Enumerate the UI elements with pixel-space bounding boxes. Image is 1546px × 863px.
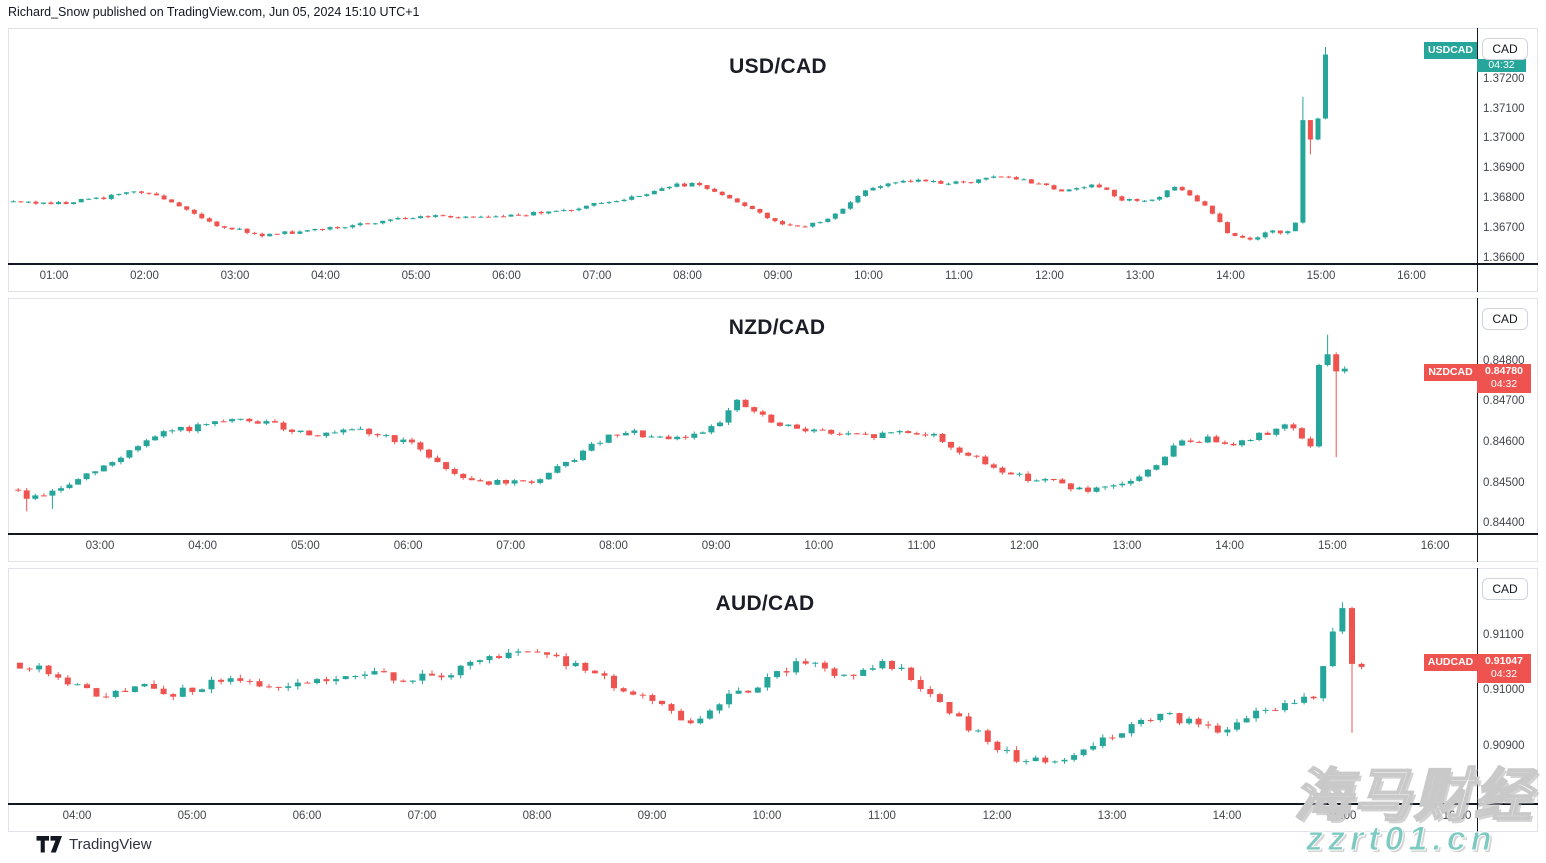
time-tick-nzdcad[interactable]: 06:00 [393, 540, 423, 552]
attribution-text: Richard_Snow published on TradingView.co… [8, 5, 420, 19]
time-tick-usdcad[interactable]: 04:00 [311, 270, 340, 282]
price-axis-line-usdcad [1477, 28, 1478, 292]
time-tick-usdcad[interactable]: 02:00 [130, 270, 159, 282]
time-tick-audcad[interactable]: 13:00 [1097, 810, 1127, 822]
time-tick-usdcad[interactable]: 09:00 [763, 270, 793, 282]
time-tick-nzdcad[interactable]: 04:00 [188, 540, 218, 552]
time-tick-usdcad[interactable]: 12:00 [1035, 270, 1064, 282]
bar-countdown: 04:32 [1490, 668, 1518, 680]
time-tick-audcad[interactable]: 04:00 [62, 810, 92, 822]
bar-countdown: 04:32 [1490, 378, 1518, 390]
time-tick-audcad[interactable]: 05:00 [177, 810, 207, 822]
price-tick-usdcad[interactable]: 1.37100 [1483, 102, 1525, 115]
currency-button-usdcad[interactable]: CAD [1482, 38, 1528, 60]
panel-title-usdcad: USD/CAD [729, 55, 827, 78]
time-tick-usdcad[interactable]: 03:00 [220, 270, 250, 282]
time-tick-audcad[interactable]: 10:00 [752, 810, 782, 822]
time-tick-nzdcad[interactable]: 09:00 [701, 540, 731, 552]
last-price-value: 0.91047 [1485, 655, 1523, 667]
panel-audcad [8, 568, 1538, 832]
price-axis-line-nzdcad [1477, 298, 1478, 562]
symbol-tag-usdcad: USDCAD [1424, 42, 1477, 59]
price-tick-usdcad[interactable]: 1.37200 [1483, 72, 1525, 85]
last-price-value: 0.84780 [1485, 365, 1523, 377]
time-tick-usdcad[interactable]: 07:00 [582, 270, 612, 282]
price-tick-usdcad[interactable]: 1.36600 [1483, 251, 1525, 264]
panel-usdcad [8, 28, 1538, 292]
price-tick-nzdcad[interactable]: 0.84800 [1483, 354, 1525, 367]
time-tick-usdcad[interactable]: 16:00 [1397, 270, 1426, 282]
currency-button-nzdcad[interactable]: CAD [1482, 308, 1528, 330]
price-axis-line-audcad [1477, 568, 1478, 832]
price-tick-audcad[interactable]: 0.91000 [1483, 684, 1525, 696]
price-tick-usdcad[interactable]: 1.36900 [1483, 162, 1525, 175]
bar-countdown-usdcad: 04:32 [1477, 59, 1526, 72]
time-axis-line-nzdcad [8, 533, 1538, 535]
panel-title-nzdcad: NZD/CAD [728, 316, 826, 339]
candlestick-plot-usdcad[interactable] [8, 28, 1477, 263]
time-axis-line-usdcad [8, 263, 1538, 265]
price-tick-usdcad[interactable]: 1.36800 [1483, 192, 1525, 204]
time-tick-audcad[interactable]: 06:00 [292, 810, 322, 822]
time-tick-usdcad[interactable]: 11:00 [945, 270, 973, 282]
price-tick-nzdcad[interactable]: 0.84700 [1483, 395, 1525, 408]
price-tick-usdcad[interactable]: 1.37000 [1483, 132, 1525, 145]
time-tick-nzdcad[interactable]: 10:00 [804, 540, 834, 552]
price-tick-nzdcad[interactable]: 0.84500 [1483, 476, 1525, 489]
time-tick-usdcad[interactable]: 05:00 [401, 270, 431, 282]
price-tick-nzdcad[interactable]: 0.84400 [1483, 517, 1525, 530]
candlestick-plot-audcad[interactable] [8, 568, 1477, 803]
time-tick-nzdcad[interactable]: 11:00 [907, 540, 936, 552]
candlestick-plot-nzdcad[interactable] [8, 298, 1477, 533]
time-tick-nzdcad[interactable]: 14:00 [1215, 540, 1245, 552]
footer-attribution: TradingView [36, 836, 152, 853]
panel-title-audcad: AUD/CAD [715, 592, 815, 615]
time-tick-nzdcad[interactable]: 15:00 [1318, 540, 1347, 552]
time-tick-audcad[interactable]: 14:00 [1212, 810, 1242, 822]
price-tick-usdcad[interactable]: 1.36700 [1483, 221, 1525, 234]
time-tick-audcad[interactable]: 15:00 [1327, 810, 1357, 822]
last-price-label-nzdcad: 0.84780 04:32 [1477, 364, 1531, 393]
last-price-label-audcad: 0.91047 04:32 [1477, 654, 1531, 683]
time-axis-line-audcad [8, 803, 1538, 805]
price-tick-nzdcad[interactable]: 0.84600 [1483, 436, 1525, 448]
tradingview-logo-icon[interactable] [36, 836, 63, 853]
time-tick-usdcad[interactable]: 15:00 [1306, 270, 1336, 282]
price-tick-audcad[interactable]: 0.91100 [1483, 628, 1524, 641]
time-tick-usdcad[interactable]: 06:00 [492, 270, 521, 282]
time-tick-audcad[interactable]: 11:00 [868, 810, 896, 822]
time-tick-usdcad[interactable]: 13:00 [1125, 270, 1155, 282]
time-tick-usdcad[interactable]: 08:00 [673, 270, 702, 282]
time-tick-nzdcad[interactable]: 05:00 [291, 540, 320, 552]
time-tick-usdcad[interactable]: 10:00 [854, 270, 883, 282]
time-tick-nzdcad[interactable]: 13:00 [1112, 540, 1142, 552]
price-tick-audcad[interactable]: 0.90900 [1483, 739, 1525, 752]
time-tick-nzdcad[interactable]: 08:00 [599, 540, 628, 552]
time-tick-nzdcad[interactable]: 12:00 [1009, 540, 1039, 552]
time-tick-audcad[interactable]: 12:00 [982, 810, 1012, 822]
time-tick-audcad[interactable]: 16:00 [1442, 810, 1472, 822]
symbol-tag-audcad: AUDCAD [1424, 654, 1477, 671]
time-tick-audcad[interactable]: 08:00 [522, 810, 552, 822]
symbol-tag-nzdcad: NZDCAD [1424, 364, 1477, 381]
panel-nzdcad [8, 298, 1538, 562]
time-tick-audcad[interactable]: 09:00 [637, 810, 667, 822]
time-tick-audcad[interactable]: 07:00 [407, 810, 437, 822]
time-tick-nzdcad[interactable]: 03:00 [85, 540, 115, 552]
tradingview-wordmark[interactable]: TradingView [69, 836, 152, 853]
currency-button-audcad[interactable]: CAD [1482, 578, 1528, 600]
time-tick-nzdcad[interactable]: 16:00 [1420, 540, 1450, 552]
time-tick-usdcad[interactable]: 01:00 [39, 270, 69, 282]
time-tick-nzdcad[interactable]: 07:00 [496, 540, 526, 552]
time-tick-usdcad[interactable]: 14:00 [1216, 270, 1245, 282]
